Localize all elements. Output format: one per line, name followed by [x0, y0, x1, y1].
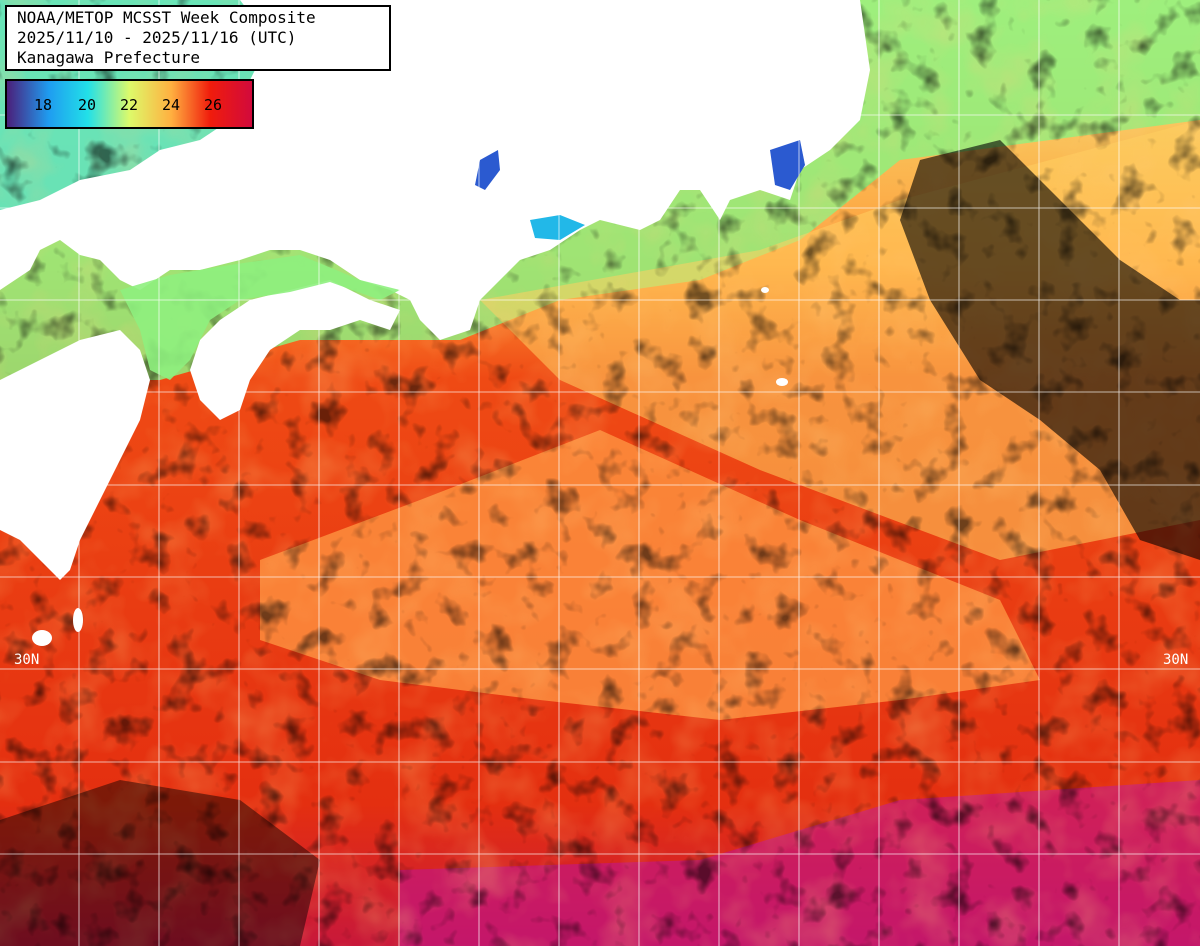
bay-osaka [475, 150, 500, 190]
lat-label-left: 30N [14, 652, 40, 668]
island-small [73, 608, 83, 632]
land-honshu [0, 0, 870, 340]
title-line-2: 2025/11/10 - 2025/11/16 (UTC) [17, 28, 297, 47]
cloud-patch-east [900, 140, 1200, 560]
land-shikoku [190, 280, 400, 420]
colorbar-tick: 24 [162, 96, 181, 114]
colorbar-tick: 26 [204, 96, 223, 114]
lon-label-top: 136E [481, 6, 497, 40]
island-small [776, 378, 788, 386]
colorbar: 18 20 22 24 26 [5, 79, 254, 129]
colorbar-tick: 22 [120, 96, 139, 114]
title-box: NOAA/METOP MCSST Week Composite 2025/11/… [5, 5, 391, 71]
colorbar-tick: 20 [78, 96, 97, 114]
title-line-1: NOAA/METOP MCSST Week Composite [17, 8, 316, 27]
bay-ise [770, 140, 805, 190]
cloud-patch-south-west [0, 780, 320, 946]
land-kyushu [0, 330, 150, 580]
title-line-3: Kanagawa Prefecture [17, 48, 201, 67]
lat-label-right: 30N [1163, 652, 1189, 668]
island-small [32, 630, 52, 646]
colorbar-tick: 18 [34, 96, 53, 114]
bay-kii [530, 215, 585, 240]
island-small [761, 287, 769, 293]
inland-sea [120, 255, 400, 380]
